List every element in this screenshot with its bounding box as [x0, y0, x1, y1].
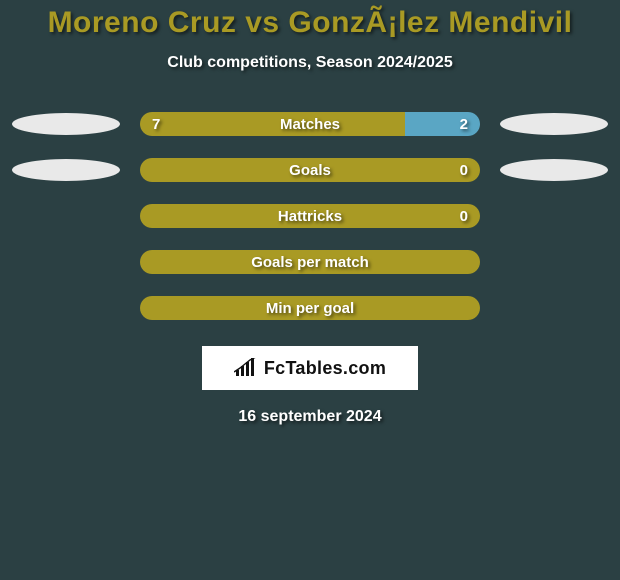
stat-bar: Matches72: [140, 112, 480, 136]
stat-row: Matches72: [0, 112, 620, 136]
player-left-marker: [12, 113, 120, 135]
stat-bar: Min per goal: [140, 296, 480, 320]
stat-row: Hattricks0: [0, 204, 620, 228]
stat-bar: Hattricks0: [140, 204, 480, 228]
player-right-marker: [500, 113, 608, 135]
subtitle: Club competitions, Season 2024/2025: [0, 54, 620, 72]
player-right-marker: [500, 159, 608, 181]
stat-row: Goals per match: [0, 250, 620, 274]
bar-chart-icon: [234, 358, 258, 378]
comparison-chart: Matches72 Goals0 Hattricks0 Goals per match…: [0, 112, 620, 320]
stat-bar-left: [140, 158, 480, 182]
stat-bar-left: [140, 250, 480, 274]
stat-row: Goals0: [0, 158, 620, 182]
stat-bar-left: [140, 204, 480, 228]
date-text: 16 september 2024: [0, 408, 620, 426]
stat-row: Min per goal: [0, 296, 620, 320]
stat-bar: Goals per match: [140, 250, 480, 274]
stat-bar-left: [140, 112, 405, 136]
brand-badge: FcTables.com: [202, 346, 418, 390]
stat-bar-right: [405, 112, 480, 136]
player-left-marker: [12, 159, 120, 181]
stat-bar-left: [140, 296, 480, 320]
stat-bar: Goals0: [140, 158, 480, 182]
page-title: Moreno Cruz vs GonzÃ¡lez Mendivil: [0, 0, 620, 40]
brand-text: FcTables.com: [264, 358, 386, 379]
